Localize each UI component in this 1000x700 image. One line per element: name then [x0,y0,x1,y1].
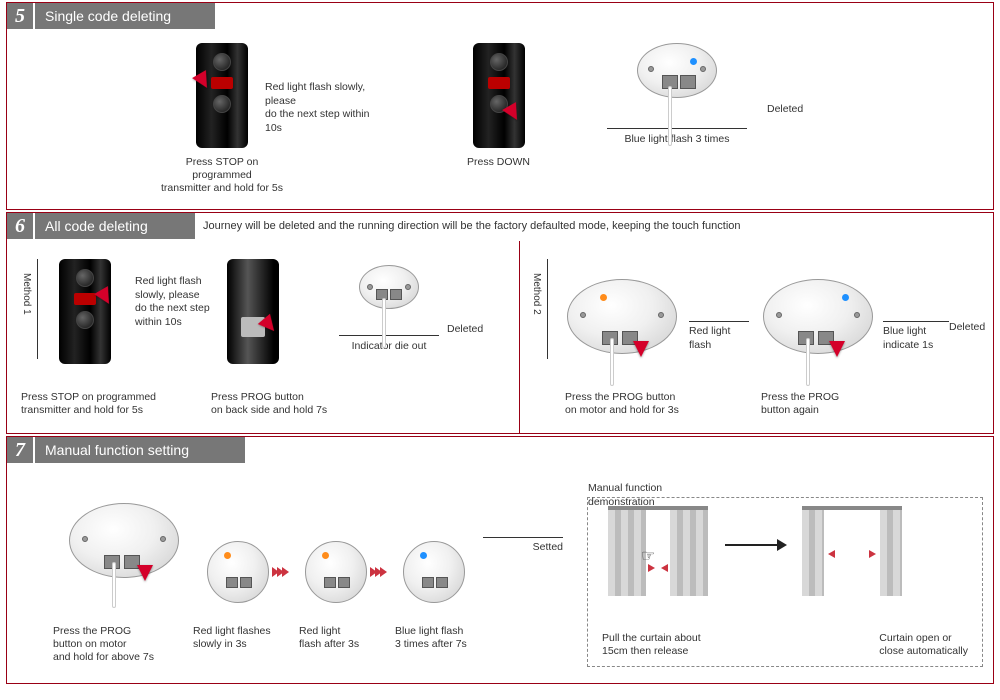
m2-cap2: Press the PROG button again [761,391,839,417]
s7-motor-main [69,503,179,578]
pointer-icon [829,341,845,357]
s7-circle2 [305,541,367,603]
section-6: 6 All code deleting Journey will be dele… [6,212,994,434]
remote-icon [196,43,248,148]
section-5: 5 Single code deleting Press STOP on pro… [6,2,994,210]
m2-note1: Red light flash [689,325,749,352]
demo-cap1: Pull the curtain about 15cm then release [602,632,701,658]
motor-icon [69,503,179,578]
remote-back-icon [227,259,279,364]
s5-remote-2: Press DOWN [467,43,530,169]
curtain-icon: ☞ [608,506,708,596]
sub-6: Journey will be deleted and the running … [203,220,741,232]
motor-icon [359,265,419,309]
m2-motor2 [763,279,873,354]
motor-icon [305,541,367,603]
step-number-5: 5 [7,3,33,29]
method2-label: Method 2 [531,273,542,315]
s5-motor: Blue light flash 3 times [607,43,747,146]
arrow-icon [725,544,785,546]
step-number-7: 7 [7,437,33,463]
m1-motor: Indicator die out [339,265,439,353]
m1-back [227,259,279,364]
title-7: Manual function setting [35,437,245,463]
m1-cap2: Press PROG button on back side and hold … [211,391,327,417]
motor-icon [403,541,465,603]
m1-remote [59,259,111,364]
m1-motor-label: Indicator die out [339,340,439,353]
remote-icon [473,43,525,148]
s5-note1: Red light flash slowly, please do the ne… [265,81,385,136]
motor-icon [763,279,873,354]
curtain-icon [802,506,902,596]
header-7: 7 Manual function setting [7,437,993,463]
remote-icon [59,259,111,364]
s5-result: Deleted [767,103,803,117]
s7-c2: Red light flash after 3s [299,625,359,651]
m1-result: Deleted [447,323,483,337]
demo-box: Manual function demonstration ☞ Pull the… [587,497,983,667]
m2-note2: Blue light indicate 1s [883,325,949,352]
motor-icon [637,43,717,98]
m2-result: Deleted [949,321,985,335]
title-5: Single code deleting [35,3,215,29]
s7-result: Setted [483,541,563,555]
s5-cap1: Press STOP on programmed transmitter and… [157,156,287,195]
method1-label: Method 1 [21,273,32,315]
s7-circle1 [207,541,269,603]
step-number-6: 6 [7,213,33,239]
divider [519,241,520,433]
section-7: 7 Manual function setting Press the PROG… [6,436,994,684]
pointer-icon [137,565,153,581]
header-6: 6 All code deleting Journey will be dele… [7,213,993,239]
m1-cap1: Press STOP on programmed transmitter and… [21,391,156,417]
demo-cap2: Curtain open or close automatically [879,632,968,658]
pointer-icon [633,341,649,357]
motor-icon [567,279,677,354]
m2-motor1 [567,279,677,354]
s7-c3: Blue light flash 3 times after 7s [395,625,467,651]
s7-cap1: Press the PROG button on motor and hold … [53,625,154,664]
title-6: All code deleting [35,213,195,239]
m2-cap1: Press the PROG button on motor and hold … [565,391,679,417]
s7-circle3 [403,541,465,603]
motor-icon [207,541,269,603]
m1-note: Red light flash slowly, please do the ne… [135,275,210,330]
s7-c1: Red light flashes slowly in 3s [193,625,271,651]
s5-motor-label: Blue light flash 3 times [607,133,747,146]
header-5: 5 Single code deleting [7,3,993,29]
s5-cap2: Press DOWN [467,156,530,169]
